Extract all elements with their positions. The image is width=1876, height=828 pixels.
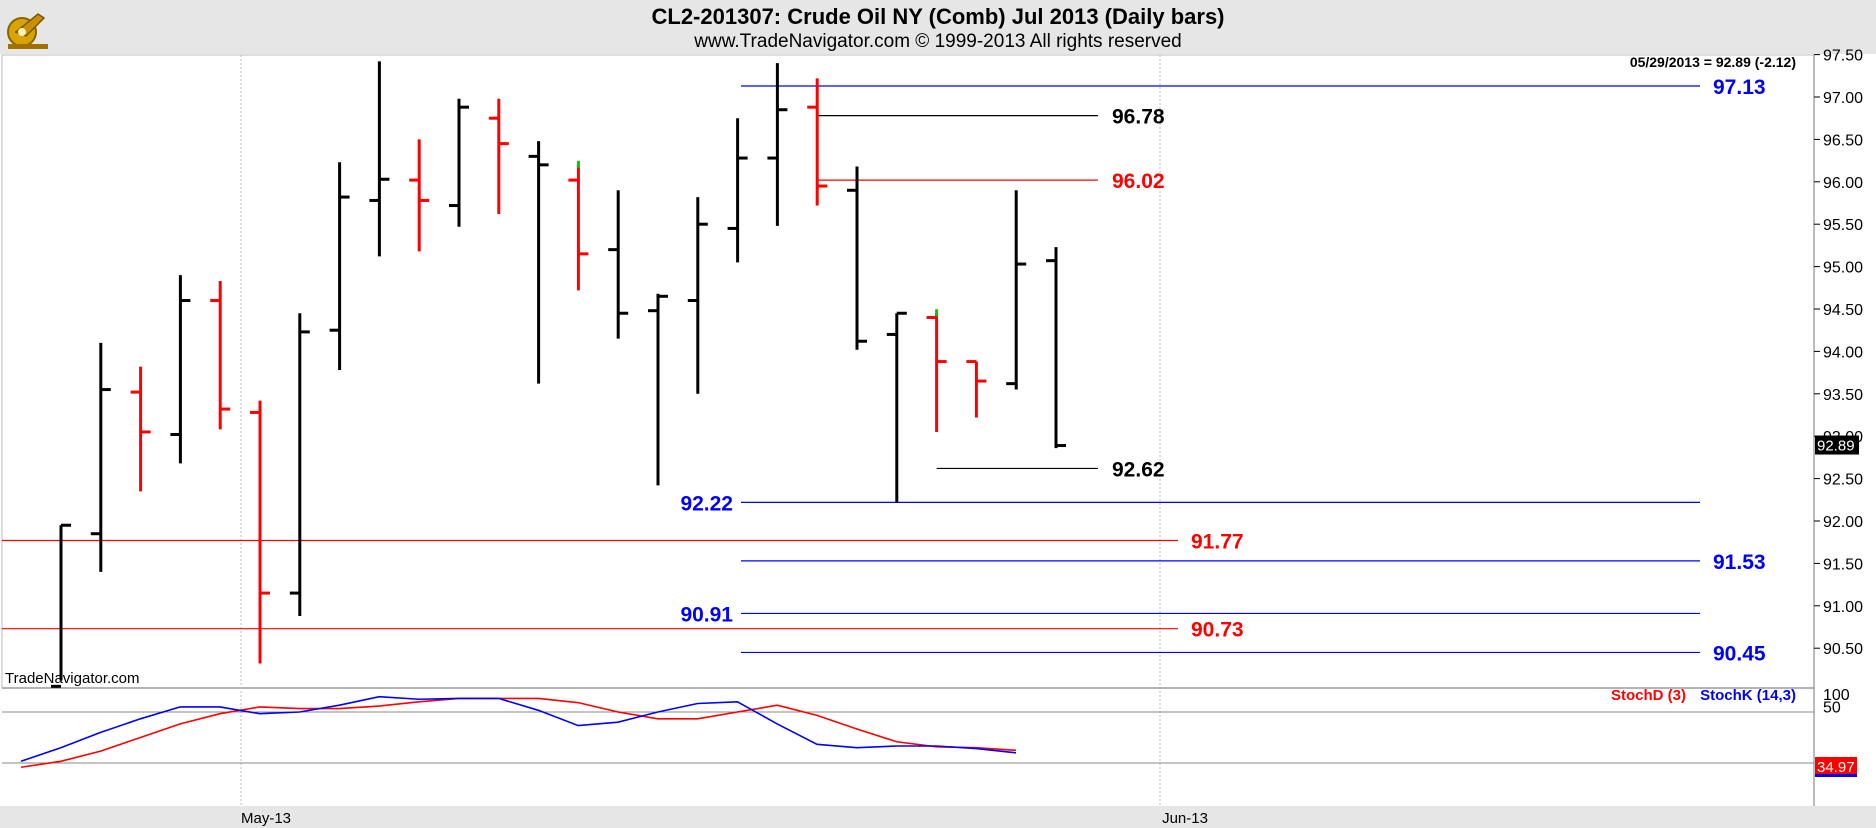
y-tick-label: 92.50 [1823, 472, 1863, 489]
grid-lines: TradeNavigator.com [1, 54, 1815, 806]
y-tick-label: 95.50 [1823, 217, 1863, 234]
stoch-y-tick-label: 100 [1823, 687, 1850, 704]
watermark-text: TradeNavigator.com [5, 670, 140, 687]
stoch-last-box [1815, 757, 1857, 776]
stoch-line [20, 695, 1017, 763]
y-tick-label: 97.00 [1823, 90, 1863, 107]
last-info-text: 05/29/2013 = 92.89 (-2.12) [1630, 54, 1796, 70]
level-label: 91.53 [1713, 551, 1766, 574]
chart-subtitle: www.TradeNavigator.com © 1999-2013 All r… [694, 31, 1182, 52]
y-tick-label: 94.00 [1823, 344, 1863, 361]
y-tick-label: 97.50 [1823, 48, 1863, 65]
segment-level-label: 96.02 [1112, 170, 1165, 193]
y-tick-label: 90.50 [1823, 641, 1863, 658]
y-tick-label: 92.00 [1823, 514, 1863, 531]
segment-level-label: 96.78 [1112, 106, 1165, 129]
x-axis-bar [0, 806, 1876, 828]
level-lines: 97.13 92.22 91.77 91.53 90.91 90.73 90.45 96.78… [2, 76, 1766, 665]
chart-title: CL2-201307: Crude Oil NY (Comb) Jul 2013… [651, 4, 1225, 29]
level-label: 90.45 [1713, 642, 1766, 665]
price-panel-border [1, 54, 1815, 689]
time-axis: May-13 Jun-13 [241, 810, 1208, 827]
stoch-last-k-marker [1815, 774, 1857, 777]
stoch-last-label: 34.97 [1817, 759, 1855, 776]
x-tick-label: May-13 [241, 810, 291, 827]
y-tick-label: 91.00 [1823, 599, 1863, 616]
segment-level-label: 92.62 [1112, 458, 1165, 481]
last-price-label: 92.89 [1817, 438, 1855, 455]
header-bar [0, 0, 1876, 54]
stoch-legend-d: StochD (3) [1611, 687, 1686, 704]
price-bars [51, 61, 1066, 688]
stoch-y-tick-label: 50 [1823, 700, 1841, 717]
y-tick-label: 93.50 [1823, 387, 1863, 404]
last-price-box [1815, 435, 1859, 455]
level-label: 90.91 [680, 603, 733, 626]
stoch-line [20, 697, 1017, 769]
level-label: 97.13 [1713, 76, 1766, 99]
price-axis: 97.50 97.00 96.50 96.00 95.50 95.00 94.50 94.00… [1630, 48, 1863, 659]
y-tick-label: 94.50 [1823, 302, 1863, 319]
stoch-legend-k: StochK (14,3) [1700, 687, 1796, 704]
level-label: 92.22 [680, 492, 733, 515]
trade-navigator-logo-icon [7, 13, 48, 49]
level-label: 91.77 [1191, 531, 1244, 554]
level-label: 90.73 [1191, 619, 1244, 642]
y-tick-label: 95.00 [1823, 260, 1863, 277]
y-tick-label: 91.50 [1823, 556, 1863, 573]
x-tick-label: Jun-13 [1162, 810, 1208, 827]
y-tick-label: 96.50 [1823, 132, 1863, 149]
y-tick-label: 96.00 [1823, 175, 1863, 192]
